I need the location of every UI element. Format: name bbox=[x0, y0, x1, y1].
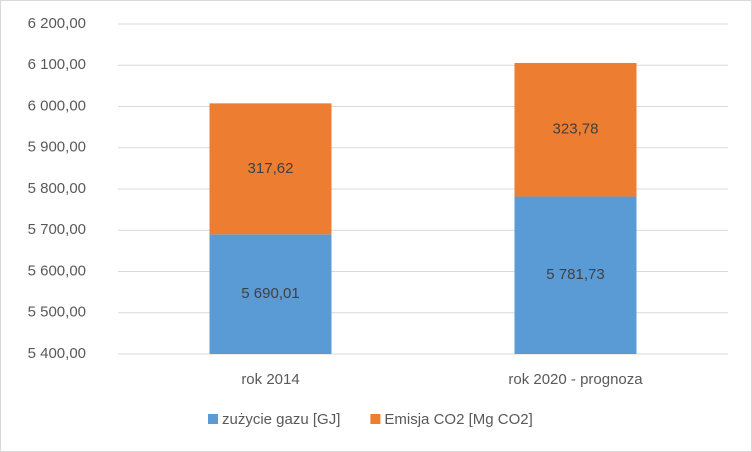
data-label: 5 781,73 bbox=[546, 266, 604, 283]
y-tick-label: 6 200,00 bbox=[28, 15, 86, 32]
y-tick-label: 5 900,00 bbox=[28, 139, 86, 156]
x-tick-label: rok 2014 bbox=[241, 371, 299, 388]
legend-label: zużycie gazu [GJ] bbox=[222, 411, 340, 428]
y-tick-label: 5 500,00 bbox=[28, 304, 86, 321]
bar-segment bbox=[514, 62, 637, 197]
data-label: 317,62 bbox=[248, 160, 294, 177]
y-tick-label: 5 400,00 bbox=[28, 345, 86, 362]
x-tick-label: rok 2020 - prognoza bbox=[508, 371, 643, 388]
bar-segment bbox=[209, 234, 332, 354]
y-tick-label: 5 600,00 bbox=[28, 262, 86, 279]
legend-label: Emisja CO2 [Mg CO2] bbox=[384, 411, 532, 428]
legend-swatch bbox=[370, 414, 381, 424]
legend-swatch bbox=[208, 414, 218, 424]
data-label: 323,78 bbox=[553, 121, 599, 138]
data-label: 5 690,01 bbox=[241, 285, 299, 302]
y-tick-label: 5 700,00 bbox=[28, 221, 86, 238]
y-tick-label: 6 100,00 bbox=[28, 56, 86, 73]
bar-segment bbox=[209, 103, 332, 235]
bar-segment bbox=[514, 196, 637, 354]
y-tick-label: 5 800,00 bbox=[28, 180, 86, 197]
y-tick-label: 6 000,00 bbox=[28, 97, 86, 114]
